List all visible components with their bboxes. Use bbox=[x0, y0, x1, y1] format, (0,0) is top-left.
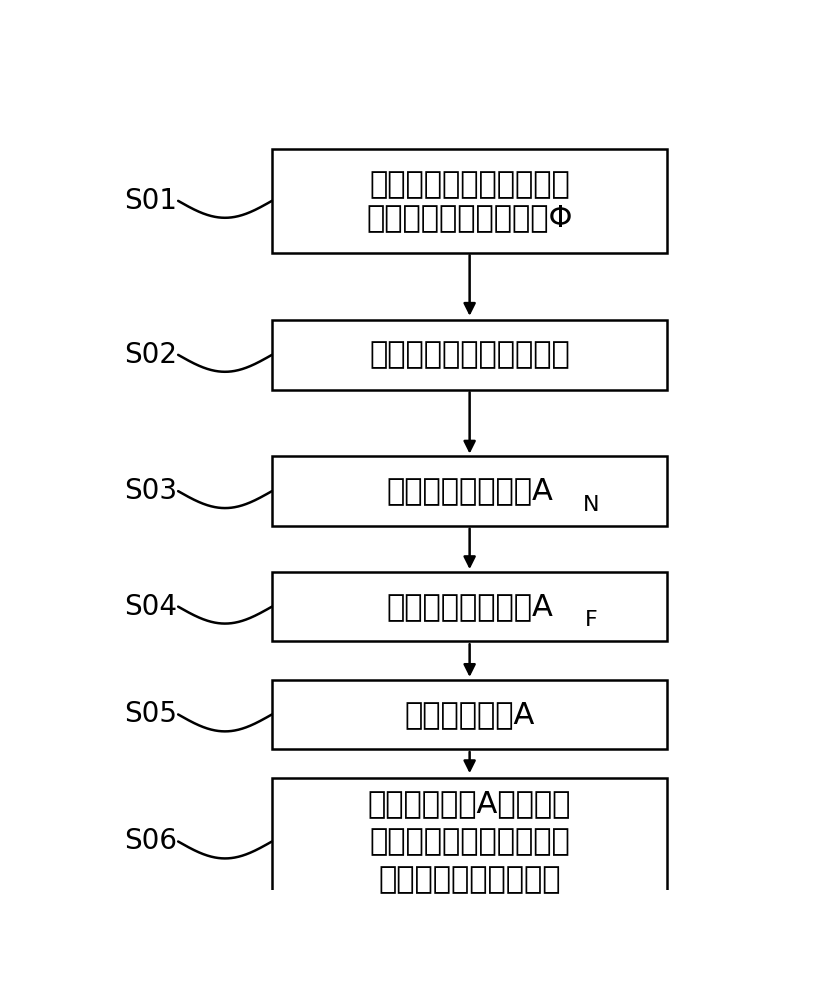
Bar bbox=[272, 456, 667, 526]
Text: 构造远场重构矩阵A: 构造远场重构矩阵A bbox=[386, 592, 553, 621]
Text: S06: S06 bbox=[124, 827, 177, 855]
Text: 对目标区进行网格化处理: 对目标区进行网格化处理 bbox=[370, 340, 570, 369]
Text: S04: S04 bbox=[124, 593, 177, 621]
Text: 所需的最小合成孔径角Φ: 所需的最小合成孔径角Φ bbox=[366, 203, 573, 232]
Text: 构造近场观测矩阵A: 构造近场观测矩阵A bbox=[386, 477, 553, 506]
Text: 的近场散射特性数据至远: 的近场散射特性数据至远 bbox=[370, 827, 570, 856]
Text: N: N bbox=[583, 495, 599, 515]
Text: S05: S05 bbox=[124, 700, 177, 728]
Text: F: F bbox=[584, 610, 597, 631]
Bar bbox=[272, 778, 667, 905]
Bar bbox=[272, 320, 667, 390]
Text: 计算进行近远场数据变换: 计算进行近远场数据变换 bbox=[370, 170, 570, 199]
Text: 场散射特性数据的映射: 场散射特性数据的映射 bbox=[379, 865, 560, 894]
Bar bbox=[272, 680, 667, 749]
Text: S03: S03 bbox=[124, 477, 177, 505]
Text: 构造传递矩阵A: 构造传递矩阵A bbox=[404, 700, 535, 729]
Text: S02: S02 bbox=[124, 341, 177, 369]
Bar bbox=[272, 149, 667, 253]
Text: 通过传递矩阵A实现目标: 通过传递矩阵A实现目标 bbox=[368, 789, 571, 818]
Text: S01: S01 bbox=[124, 187, 177, 215]
Bar bbox=[272, 572, 667, 641]
